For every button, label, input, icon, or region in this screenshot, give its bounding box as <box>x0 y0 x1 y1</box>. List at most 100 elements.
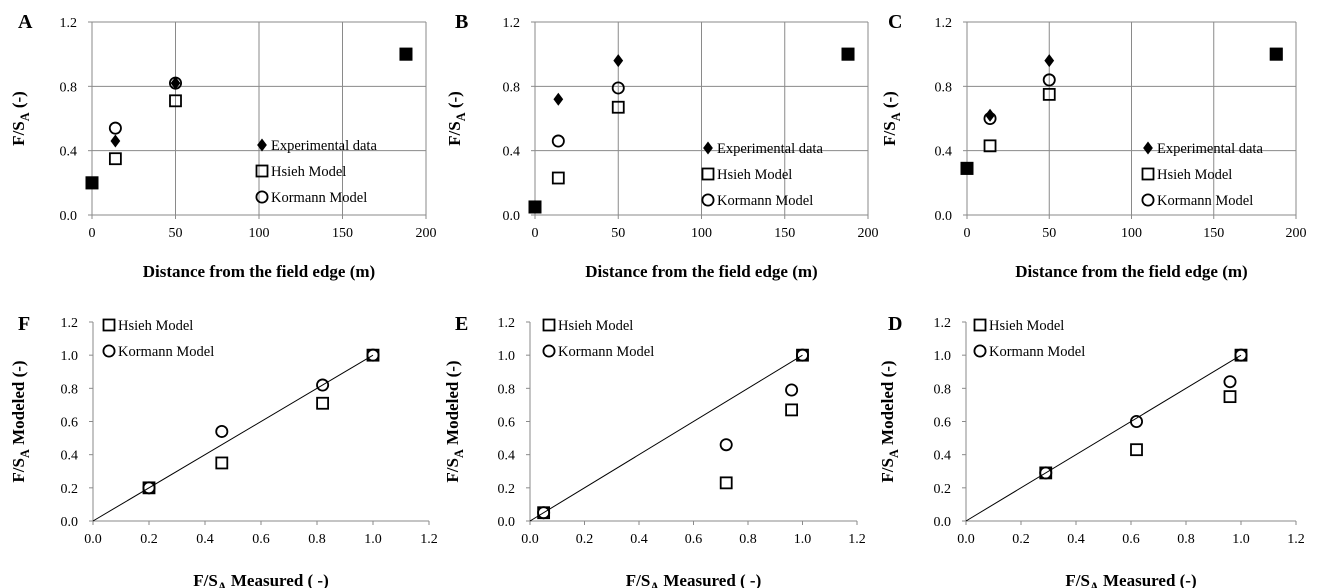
circle-point <box>1042 73 1056 87</box>
y-tick-label: 0.0 <box>498 515 516 530</box>
chart-panel-f: F 0.0 0.2 0.4 0.6 0.8 1.0 1.2 0.0 0.2 0.4 0.6 0.8 1.0… <box>9 313 438 588</box>
chart-panel-a: A 0 50 100 150 200 0.0 0.4 0.8 1.2 Distance from t… <box>9 11 437 281</box>
y-tick-label: 0.2 <box>498 482 516 497</box>
x-tick-label: 0.6 <box>1122 532 1140 547</box>
x-tick-label: 0.0 <box>521 532 539 547</box>
x-tick-label: 0.4 <box>630 532 648 547</box>
x-tick-label: 150 <box>774 226 795 241</box>
x-tick-label: 1.2 <box>1287 532 1305 547</box>
legend-label: Kormann Model <box>118 344 214 360</box>
x-tick-label: 0 <box>89 226 96 241</box>
x-axis-title: Distance from the field edge (m) <box>1015 262 1247 281</box>
y-tick-label: 1.0 <box>498 349 516 364</box>
x-tick-label: 50 <box>1042 226 1056 241</box>
square-point <box>169 94 182 108</box>
legend-label: Kormann Model <box>271 190 367 206</box>
y-tick-label: 0.8 <box>935 80 953 95</box>
x-tick-label: 200 <box>416 226 437 241</box>
y-tick-label: 0.2 <box>61 482 79 497</box>
overlap-point <box>528 200 542 214</box>
one-to-one-line <box>965 354 1242 522</box>
x-tick-label: 200 <box>1286 226 1307 241</box>
y-tick-label: 0.0 <box>934 515 952 530</box>
x-axis-title: Distance from the field edge (m) <box>585 262 817 281</box>
y-tick-label: 0.8 <box>503 80 521 95</box>
panel-letter: C <box>888 11 902 33</box>
diamond-point <box>985 108 995 122</box>
overlap-point <box>399 47 413 61</box>
legend-label: Hsieh Model <box>558 318 633 334</box>
y-tick-label: 1.2 <box>61 316 79 331</box>
legend-label: Hsieh Model <box>717 167 792 183</box>
legend-diamond-icon <box>703 141 713 155</box>
x-tick-label: 100 <box>249 226 270 241</box>
x-tick-label: 0.4 <box>196 532 214 547</box>
x-tick-label: 0 <box>964 226 971 241</box>
y-axis-title: F/SA (-) <box>445 91 468 146</box>
x-tick-label: 1.2 <box>420 532 438 547</box>
y-tick-label: 0.6 <box>934 416 952 431</box>
y-tick-label: 1.2 <box>498 316 516 331</box>
x-axis-title: F/SA Measured ( -) <box>193 571 329 588</box>
legend-circle-icon <box>973 344 987 358</box>
legend-diamond-icon <box>257 138 267 152</box>
x-tick-label: 0.8 <box>1177 532 1195 547</box>
y-tick-label: 0.8 <box>61 382 79 397</box>
x-tick-label: 0.2 <box>576 532 594 547</box>
y-tick-label: 1.2 <box>503 16 521 31</box>
y-tick-label: 0.4 <box>498 449 516 464</box>
y-tick-label: 1.0 <box>934 349 952 364</box>
y-tick-label: 0.4 <box>934 449 952 464</box>
chart-panel-d: D 0.0 0.2 0.4 0.6 0.8 1.0 1.2 0.0 0.2 0.4 0.6 0.8 1.0… <box>878 313 1305 588</box>
x-tick-label: 0.0 <box>84 532 102 547</box>
x-tick-label: 0.0 <box>957 532 975 547</box>
panel-letter: F <box>18 313 30 335</box>
y-axis-title: F/SA Modeled (-) <box>443 360 466 482</box>
circle-point <box>537 506 551 520</box>
legend-circle-icon <box>701 193 715 207</box>
overlap-point <box>1269 47 1283 61</box>
x-tick-label: 0.8 <box>739 532 757 547</box>
legend-label: Hsieh Model <box>271 164 346 180</box>
panel-letter: B <box>455 11 468 33</box>
circle-point <box>719 438 733 452</box>
square-point <box>1130 443 1143 457</box>
circle-point <box>1234 348 1248 362</box>
x-tick-label: 0.2 <box>1012 532 1030 547</box>
panel-letter: A <box>18 11 33 33</box>
y-tick-label: 1.2 <box>935 16 953 31</box>
y-tick-label: 0.4 <box>61 449 79 464</box>
overlap-point <box>960 161 974 175</box>
circle-point <box>1223 375 1237 389</box>
x-tick-label: 0.8 <box>308 532 326 547</box>
y-tick-label: 0.4 <box>503 145 521 160</box>
x-axis-title: Distance from the field edge (m) <box>143 262 375 281</box>
diamond-point <box>1044 54 1055 68</box>
y-tick-label: 0.8 <box>60 80 78 95</box>
overlap-point <box>841 47 855 61</box>
x-tick-label: 1.2 <box>848 532 866 547</box>
y-tick-label: 0.0 <box>60 209 78 224</box>
overlap-point <box>85 176 99 190</box>
y-tick-label: 0.8 <box>498 382 516 397</box>
legend-label: Experimental data <box>1157 141 1263 157</box>
diamond-point <box>170 76 181 90</box>
square-point <box>1223 390 1237 404</box>
circle-point <box>551 134 565 148</box>
x-tick-label: 50 <box>169 226 183 241</box>
y-tick-label: 0.8 <box>934 382 952 397</box>
x-axis-title: F/SA Measured (-) <box>1065 571 1196 588</box>
square-point <box>785 403 798 417</box>
diamond-point <box>613 54 624 68</box>
x-tick-label: 1.0 <box>364 532 382 547</box>
circle-point <box>108 121 122 135</box>
legend-square-icon <box>973 318 987 332</box>
circle-point <box>785 383 799 397</box>
legend-diamond-icon <box>1143 141 1153 155</box>
circle-point <box>142 481 156 495</box>
legend-circle-icon <box>102 344 116 358</box>
legend-circle-icon <box>1141 193 1155 207</box>
y-axis-title: F/SA (-) <box>9 91 32 146</box>
y-tick-label: 1.2 <box>934 316 952 331</box>
